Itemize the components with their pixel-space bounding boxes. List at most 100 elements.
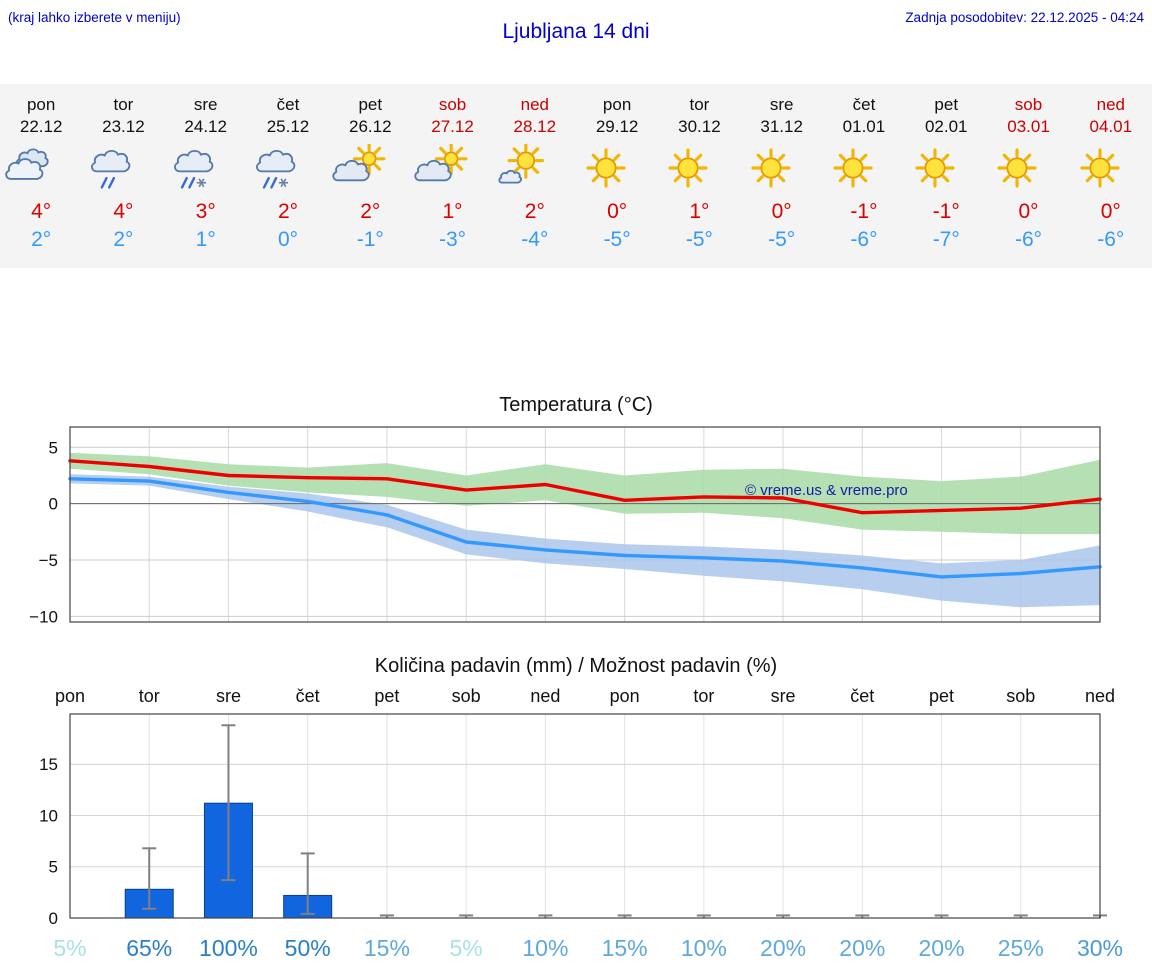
precip-percent-label: 25%: [998, 935, 1044, 961]
temp-ytick-label: 0: [49, 495, 58, 514]
day-high-temp: 4°: [31, 200, 52, 223]
day-date: 28.12: [513, 117, 557, 136]
day-name: ned: [1096, 95, 1125, 114]
day-icon-wrap: [741, 144, 823, 194]
day-high-temp: 0°: [607, 200, 628, 223]
day-high-temp: 0°: [771, 200, 792, 223]
temperature-chart-title: Temperatura (°C): [499, 394, 653, 416]
forecast-strip: pon 22.12 4° 2° tor 23.12 4° 2° sre 24.12 3° 1° čet 2…: [0, 84, 1152, 268]
precip-day-label: sre: [771, 686, 796, 706]
min-temp-range-band: [70, 474, 1100, 608]
weather-icon-sun-cloud: [332, 144, 386, 182]
day-high-temp: 1°: [689, 200, 710, 223]
forecast-day-24.12: sre 24.12 3° 1°: [165, 94, 247, 254]
day-date: 27.12: [431, 117, 474, 136]
day-name: pon: [26, 95, 56, 114]
day-date: 22.12: [19, 117, 63, 136]
day-low-temp: -5°: [685, 228, 713, 251]
precip-day-label: ned: [1085, 686, 1115, 706]
weather-icon-sunny: [1080, 148, 1120, 188]
day-name: pon: [602, 95, 632, 114]
forecast-day-26.12: pet 26.12 2° -1°: [329, 94, 411, 254]
precip-day-label: sre: [216, 686, 241, 706]
forecast-day-23.12: tor 23.12 4° 2°: [82, 94, 164, 254]
forecast-day-04.01: ned 04.01 0° -6°: [1070, 94, 1152, 254]
day-low-temp: -5°: [603, 228, 631, 251]
day-name: tor: [689, 95, 710, 114]
day-icon-wrap: [576, 144, 658, 194]
day-low-temp: 2°: [31, 228, 52, 251]
precip-day-label: sob: [452, 686, 481, 706]
precip-ytick-label: 0: [49, 909, 58, 928]
temp-ytick-label: −10: [29, 607, 58, 626]
day-name: čet: [276, 95, 300, 114]
forecast-day-28.12: ned 28.12 2° -4°: [494, 94, 576, 254]
day-icon-wrap: [411, 144, 493, 194]
precipitation-chart: pon tor sre čet pet sob ned pon tor sre čet pet sob n…: [39, 686, 1123, 961]
day-high-temp: 2°: [277, 200, 299, 223]
forecast-day-30.12: tor 30.12 1° -5°: [658, 94, 740, 254]
precip-percent-label: 100%: [199, 935, 258, 961]
day-high-temp: 3°: [195, 200, 216, 223]
plot-border: [69, 426, 1101, 623]
forecast-day-25.12: čet 25.12 2° 0°: [247, 94, 329, 254]
day-name: pet: [934, 95, 959, 114]
day-low-temp: 1°: [195, 228, 216, 251]
precip-percent-label: 10%: [681, 935, 727, 961]
day-high-temp: 0°: [1100, 200, 1121, 223]
day-low-temp: -6°: [1097, 228, 1125, 251]
precip-day-label: tor: [139, 686, 160, 706]
day-date: 03.01: [1007, 117, 1050, 136]
day-low-temp: -6°: [1014, 228, 1043, 251]
precip-percent-label: 20%: [919, 935, 965, 961]
precip-ytick-label: 5: [49, 858, 58, 877]
precip-day-label: pon: [55, 686, 85, 706]
precip-day-label: sob: [1006, 686, 1035, 706]
precip-percent-label: 65%: [126, 935, 172, 961]
watermark-text: © vreme.us & vreme.pro: [745, 482, 908, 499]
forecast-day-27.12: sob 27.12 1° -3°: [411, 94, 493, 254]
day-low-temp: -1°: [356, 228, 384, 251]
day-date: 04.01: [1089, 117, 1133, 136]
precip-percent-label: 30%: [1077, 935, 1123, 961]
day-icon-wrap: [823, 144, 905, 194]
day-name: ned: [520, 95, 550, 114]
day-name: čet: [852, 95, 876, 114]
day-icon-wrap: [987, 144, 1069, 194]
day-high-temp: 2°: [360, 200, 381, 223]
temperature-chart: 5 0 −5 −10 © vreme.us & vreme.pro: [29, 426, 1102, 626]
day-date: 26.12: [348, 117, 392, 136]
precip-percent-label: 50%: [285, 935, 331, 961]
precip-day-label: ned: [530, 686, 560, 706]
day-low-temp: 2°: [113, 228, 134, 251]
precip-day-label: tor: [693, 686, 714, 706]
precipitation-chart-title: Količina padavin (mm) / Možnost padavin …: [374, 655, 778, 677]
weather-icon-sunny: [833, 148, 873, 188]
day-name: sre: [769, 95, 794, 114]
precip-day-label: pon: [610, 686, 640, 706]
day-low-temp: -7°: [932, 228, 960, 251]
precip-percent-label: 15%: [602, 935, 648, 961]
precip-percent-label: 5%: [53, 935, 86, 961]
day-icon-wrap: [0, 144, 82, 194]
day-high-temp: 0°: [1018, 200, 1039, 223]
forecast-day-03.01: sob 03.01 0° -6°: [987, 94, 1069, 254]
weather-icon-sunny: [586, 148, 626, 188]
day-low-temp: -6°: [850, 228, 878, 251]
day-icon-wrap: [329, 144, 411, 194]
precip-percent-label: 10%: [522, 935, 568, 961]
weather-icon-sunny: [668, 148, 708, 188]
precip-percent-label: 20%: [760, 935, 806, 961]
forecast-day-29.12: pon 29.12 0° -5°: [576, 94, 658, 254]
day-date: 25.12: [266, 117, 310, 136]
day-high-temp: 1°: [442, 200, 463, 223]
max-temp-line: [68, 459, 1102, 515]
precip-day-label: čet: [296, 686, 320, 706]
day-date: 30.12: [678, 117, 721, 136]
plot-border: [69, 713, 1101, 919]
weather-icon-sleet: [173, 149, 213, 189]
day-date: 29.12: [595, 117, 639, 136]
temperature-chart-section: Temperatura (°C) 5 0 −5 −10 © vreme.us & vre…: [0, 394, 1152, 633]
day-icon-wrap: [247, 144, 329, 194]
temp-ytick-label: −5: [39, 551, 58, 570]
